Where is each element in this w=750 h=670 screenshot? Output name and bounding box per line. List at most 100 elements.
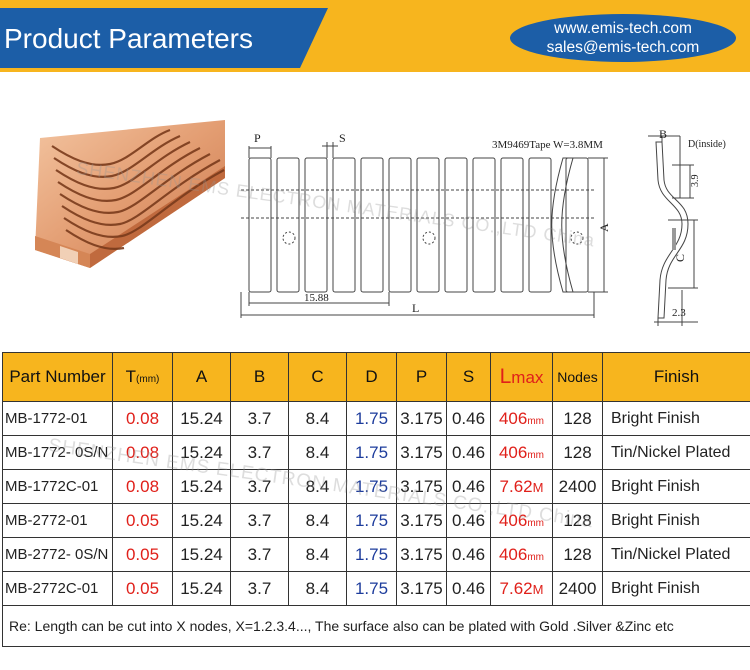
email-link[interactable]: sales@emis-tech.com xyxy=(546,39,700,56)
cell-nodes: 2400 xyxy=(552,571,603,606)
cell-a: 15.24 xyxy=(172,537,231,572)
cell-t: 0.08 xyxy=(112,469,173,504)
header-nodes: Nodes xyxy=(552,352,603,402)
cell-nodes: 128 xyxy=(552,537,603,572)
table-header-row: Part Number T(mm) A B C D P S Lmax Nodes… xyxy=(2,352,750,402)
cell-a: 15.24 xyxy=(172,503,231,538)
cell-a: 15.24 xyxy=(172,469,231,504)
tape-note: 3M9469Tape W=3.8MM xyxy=(492,139,603,151)
header-d: D xyxy=(346,352,397,402)
cell-c: 8.4 xyxy=(288,435,347,470)
header-finish: Finish xyxy=(602,352,750,402)
cell-b: 3.7 xyxy=(230,503,289,538)
cell-lmax: 406mm xyxy=(490,401,553,436)
cell-t: 0.05 xyxy=(112,571,173,606)
cell-part-number: MB-1772C-01 xyxy=(2,469,113,504)
header-lmax: Lmax xyxy=(490,352,553,402)
cell-p: 3.175 xyxy=(396,401,447,436)
label-c: C xyxy=(673,254,687,262)
cell-a: 15.24 xyxy=(172,571,231,606)
cell-s: 0.46 xyxy=(446,503,491,538)
finger-strip xyxy=(248,157,589,293)
cell-finish: Tin/Nickel Plated xyxy=(602,537,750,572)
cell-c: 8.4 xyxy=(288,401,347,436)
cell-d: 1.75 xyxy=(346,401,397,436)
note-row: Re: Length can be cut into X nodes, X=1.… xyxy=(2,605,750,647)
side-profile xyxy=(648,135,698,326)
website-link[interactable]: www.emis-tech.com xyxy=(554,20,692,37)
cell-s: 0.46 xyxy=(446,469,491,504)
cell-nodes: 2400 xyxy=(552,469,603,504)
cell-c: 8.4 xyxy=(288,503,347,538)
cell-c: 8.4 xyxy=(288,571,347,606)
cell-p: 3.175 xyxy=(396,537,447,572)
cell-t: 0.05 xyxy=(112,537,173,572)
cell-d: 1.75 xyxy=(346,503,397,538)
cell-part-number: MB-2772- 0S/N xyxy=(2,537,113,572)
label-s: S xyxy=(339,131,346,145)
table-row: MB-2772- 0S/N 0.05 15.24 3.7 8.4 1.75 3.175 0.4… xyxy=(2,537,750,572)
header-part-number: Part Number xyxy=(2,352,113,402)
cell-part-number: MB-1772- 0S/N xyxy=(2,435,113,470)
cell-finish: Tin/Nickel Plated xyxy=(602,435,750,470)
table-row: MB-1772C-01 0.08 15.24 3.7 8.4 1.75 3.175 0.46 7… xyxy=(2,469,750,504)
page-title: Product Parameters xyxy=(4,23,253,54)
cell-lmax: 7.62M xyxy=(490,469,553,504)
cell-a: 15.24 xyxy=(172,401,231,436)
header-t: T(mm) xyxy=(112,352,173,402)
cell-s: 0.46 xyxy=(446,571,491,606)
cell-t: 0.08 xyxy=(112,401,173,436)
cell-s: 0.46 xyxy=(446,537,491,572)
cell-s: 0.46 xyxy=(446,435,491,470)
dim-2-3: 2.3 xyxy=(672,307,686,319)
label-b: B xyxy=(659,127,667,141)
cell-lmax: 406mm xyxy=(490,435,553,470)
cell-nodes: 128 xyxy=(552,435,603,470)
contact-badge: www.emis-tech.com sales@emis-tech.com xyxy=(510,14,736,62)
cell-b: 3.7 xyxy=(230,571,289,606)
header-a: A xyxy=(172,352,231,402)
cell-a: 15.24 xyxy=(172,435,231,470)
label-l: L xyxy=(412,301,419,315)
cell-p: 3.175 xyxy=(396,435,447,470)
table-row: MB-2772C-01 0.05 15.24 3.7 8.4 1.75 3.175 0.46 7… xyxy=(2,571,750,606)
cell-finish: Bright Finish xyxy=(602,401,750,436)
cell-p: 3.175 xyxy=(396,571,447,606)
label-d: D(inside) xyxy=(688,139,726,150)
table-row: MB-1772- 0S/N 0.08 15.24 3.7 8.4 1.75 3.175 0.4… xyxy=(2,435,750,470)
header-b: B xyxy=(230,352,289,402)
cell-finish: Bright Finish xyxy=(602,571,750,606)
cell-part-number: MB-2772-01 xyxy=(2,503,113,538)
cell-c: 8.4 xyxy=(288,537,347,572)
cell-lmax: 406mm xyxy=(490,537,553,572)
cell-finish: Bright Finish xyxy=(602,469,750,504)
label-a: A xyxy=(597,223,611,232)
cell-b: 3.7 xyxy=(230,401,289,436)
cell-d: 1.75 xyxy=(346,537,397,572)
cell-b: 3.7 xyxy=(230,537,289,572)
technical-drawing: P S 3M9469Tape W=3.8MM B D(inside) 3.9 A… xyxy=(240,127,726,326)
dim-15-88: 15.88 xyxy=(304,292,329,304)
header-s: S xyxy=(446,352,491,402)
table-row: MB-1772-01 0.08 15.24 3.7 8.4 1.75 3.175 0.46 40… xyxy=(2,401,750,436)
cell-c: 8.4 xyxy=(288,469,347,504)
product-photo xyxy=(35,120,225,268)
table-note: Re: Length can be cut into X nodes, X=1.… xyxy=(2,605,750,647)
cell-finish: Bright Finish xyxy=(602,503,750,538)
parameter-table: Part Number T(mm) A B C D P S Lmax Nodes… xyxy=(2,352,750,647)
cell-t: 0.05 xyxy=(112,503,173,538)
dim-3-9: 3.9 xyxy=(690,175,701,188)
header-banner: Product Parameters www.emis-tech.com sal… xyxy=(0,0,750,72)
label-p: P xyxy=(254,131,261,145)
cell-lmax: 7.62M xyxy=(490,571,553,606)
cell-part-number: MB-2772C-01 xyxy=(2,571,113,606)
header-c: C xyxy=(288,352,347,402)
cell-d: 1.75 xyxy=(346,435,397,470)
cell-part-number: MB-1772-01 xyxy=(2,401,113,436)
table-row: MB-2772-01 0.05 15.24 3.7 8.4 1.75 3.175 0.46 40… xyxy=(2,503,750,538)
cell-t: 0.08 xyxy=(112,435,173,470)
cell-nodes: 128 xyxy=(552,401,603,436)
cell-b: 3.7 xyxy=(230,469,289,504)
cell-lmax: 406mm xyxy=(490,503,553,538)
title-box: Product Parameters xyxy=(0,8,328,68)
